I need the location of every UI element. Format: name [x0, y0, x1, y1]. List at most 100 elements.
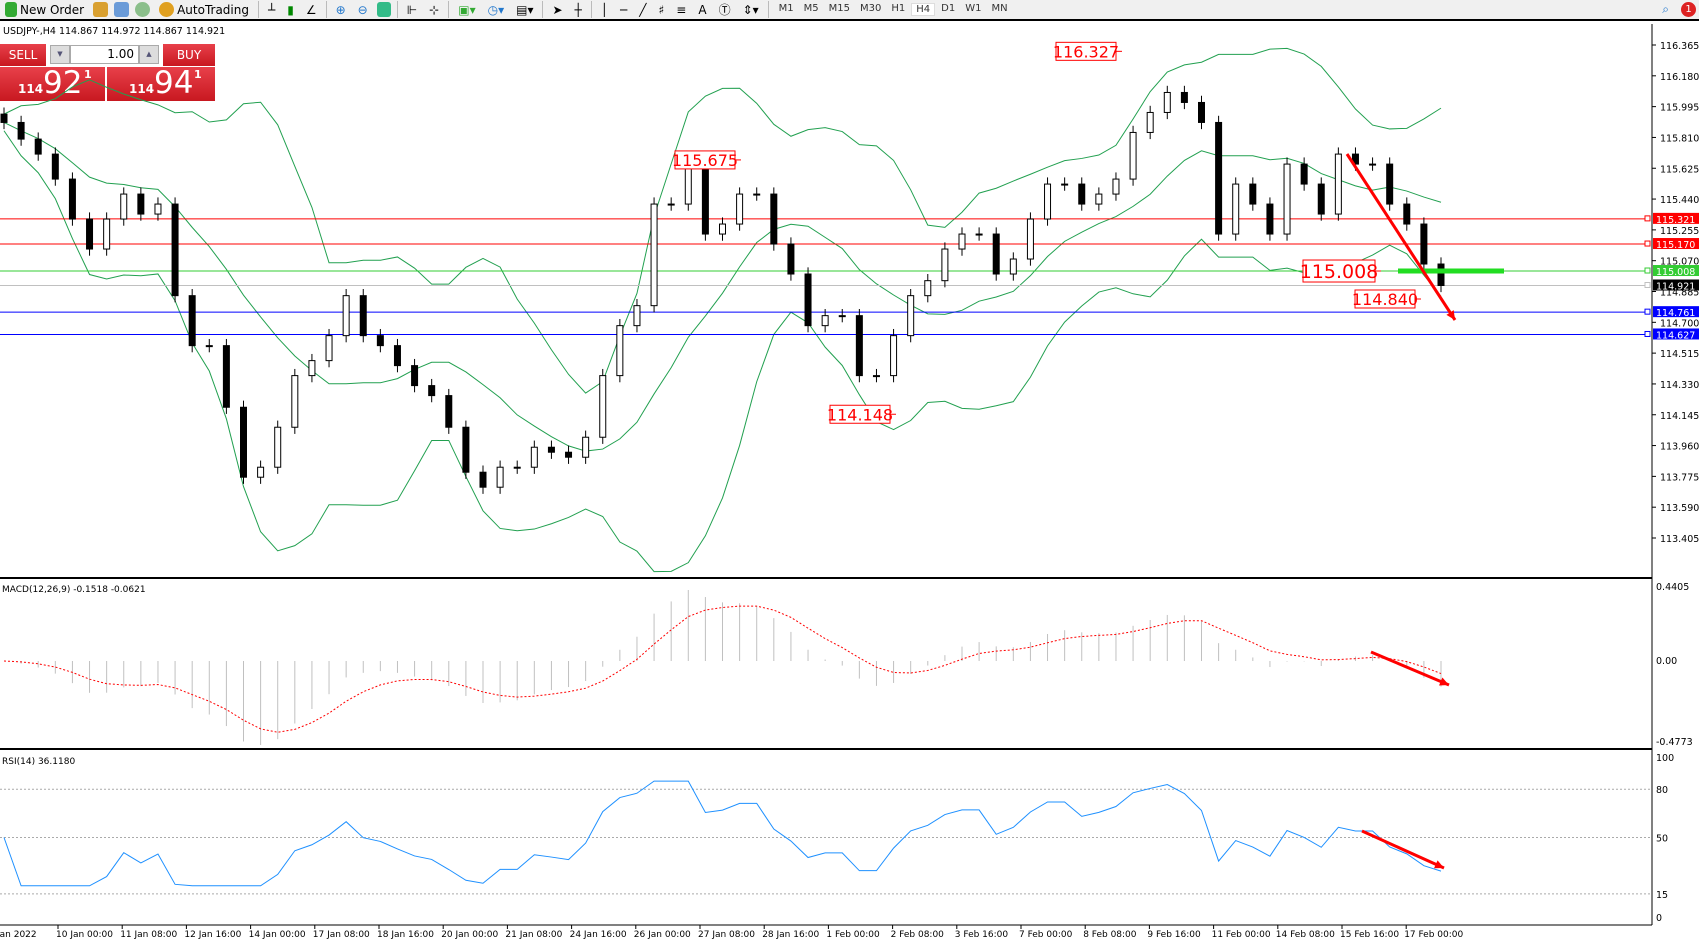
candle-body	[120, 193, 128, 220]
candle-chart-button[interactable]: ▮	[287, 2, 294, 17]
notification-badge[interactable]: 1	[1678, 0, 1699, 19]
bollinger-middle-band	[3, 121, 1442, 452]
sell-price[interactable]: 114 92 1	[0, 65, 105, 101]
level-handle	[1644, 330, 1651, 337]
new-order-button[interactable]: New Order	[2, 0, 87, 19]
arrows-icon[interactable]: ⇕▾	[742, 2, 759, 17]
price-tick-label: 116.365	[1660, 41, 1699, 52]
chart-shift-icon[interactable]: ⊹	[429, 2, 440, 17]
level-price-label: 115.321	[1656, 215, 1695, 226]
candle-body	[188, 295, 196, 347]
level-handle	[1644, 308, 1651, 315]
time-tick-label: 8 Feb 08:00	[1083, 930, 1137, 940]
level-price-tag	[1653, 265, 1699, 277]
candle-body	[154, 203, 162, 215]
cursor-icon[interactable]: ➤	[552, 2, 563, 17]
timeframe-d1[interactable]: D1	[941, 3, 956, 14]
macd-tick-label: 0.00	[1656, 656, 1677, 667]
price-tick-label: 115.255	[1660, 226, 1699, 237]
timeframe-m5[interactable]: M5	[803, 3, 819, 14]
time-tick-label: 20 Jan 00:00	[441, 930, 498, 940]
candle-body	[291, 375, 299, 428]
rsi-down-arrow-icon	[1361, 829, 1445, 870]
lot-size-input[interactable]: 1.00	[70, 45, 139, 64]
candle-body	[171, 203, 179, 297]
lot-decrease-button[interactable]: ▼	[50, 45, 70, 64]
lot-increase-button[interactable]: ▲	[139, 45, 159, 64]
navigator-icon[interactable]	[114, 2, 130, 17]
level-price-label: 115.008	[1656, 267, 1695, 278]
separator	[542, 1, 544, 18]
candle-body	[582, 436, 590, 458]
candle-body	[479, 471, 487, 488]
crosshair-icon[interactable]: ┼	[574, 2, 582, 17]
time-tick-label: 3 Feb 16:00	[955, 930, 1009, 940]
text-label-icon[interactable]: Ⓣ	[718, 3, 731, 17]
autoscroll-icon[interactable]: ⊩	[406, 2, 418, 17]
sell-button[interactable]: SELL	[0, 44, 46, 66]
timeframe-w1[interactable]: W1	[965, 3, 982, 14]
timeframe-h4[interactable]: H4	[911, 3, 936, 16]
price-tick-label: 115.440	[1660, 195, 1699, 206]
text-tool-button[interactable]: A	[698, 2, 707, 17]
time-tick-label: 7 Feb 00:00	[1019, 930, 1073, 940]
zoom-in-icon[interactable]: ⊕	[335, 2, 346, 17]
candle-body	[462, 426, 470, 473]
price-tick-label: 114.700	[1660, 318, 1699, 329]
candle-body	[633, 305, 641, 327]
time-tick-label: 14 Jan 00:00	[249, 930, 306, 940]
macd-down-arrow-icon	[1370, 650, 1450, 687]
candle-body	[821, 315, 829, 327]
candle-body	[1095, 193, 1103, 205]
indicators-button[interactable]: ▣▾	[458, 2, 476, 17]
rsi-down-arrow-icon-head	[1434, 860, 1444, 869]
buy-button[interactable]: BUY	[163, 44, 215, 66]
time-tick-label: 10 Jan 00:00	[56, 930, 113, 940]
vertical-line-icon[interactable]: │	[600, 2, 609, 17]
price-tick-label: 114.330	[1660, 380, 1699, 391]
tile-windows-icon[interactable]	[376, 2, 391, 17]
candle-body	[240, 406, 247, 478]
horizontal-line-icon[interactable]: ─	[620, 2, 628, 17]
bar-chart-button[interactable]: ┴	[267, 2, 276, 17]
timeframe-mn[interactable]: MN	[991, 3, 1008, 14]
one-click-trading-panel: SELL ▼ 1.00 ▲ BUY 114 92 1 114 94 1	[0, 43, 215, 101]
fibonacci-icon[interactable]: ≡	[676, 2, 687, 17]
candle-body	[650, 203, 658, 307]
timeframe-m30[interactable]: M30	[860, 3, 882, 14]
templates-button[interactable]: ▤▾	[516, 2, 534, 17]
price-down-arrow-icon	[1345, 153, 1457, 321]
candle-body	[736, 193, 744, 225]
line-chart-button[interactable]: ∠	[305, 2, 317, 17]
time-tick-label: 1 Feb 00:00	[826, 930, 880, 940]
macd-tick-label: -0.4773	[1656, 737, 1693, 748]
search-icon[interactable]: ⌕	[1662, 2, 1669, 16]
autotrading-button[interactable]: AutoTrading	[156, 0, 252, 19]
price-tick-label: 115.810	[1660, 133, 1699, 144]
timeframe-h1[interactable]: H1	[891, 3, 906, 14]
candle-body	[325, 335, 333, 362]
candle-body	[0, 113, 8, 123]
toolbar: New Order AutoTrading ┴ ▮ ∠ ⊕ ⊖ ⊩ ⊹ ▣▾ ◷…	[0, 0, 1699, 21]
autotrading-icon	[159, 2, 175, 17]
price-annotation: 114.148	[827, 405, 893, 424]
price-tick-label: 114.885	[1660, 288, 1699, 299]
price-annotation: 115.675	[672, 151, 738, 170]
level-price-tag	[1653, 279, 1699, 291]
timeframe-m1[interactable]: M1	[778, 3, 794, 14]
candle-body	[565, 451, 573, 458]
candle-body	[1437, 263, 1445, 287]
market-watch-icon[interactable]	[93, 2, 109, 17]
trendline-icon[interactable]: ╱	[639, 2, 647, 17]
buy-price[interactable]: 114 94 1	[107, 65, 215, 101]
timeframe-m15[interactable]: M15	[828, 3, 851, 14]
periods-button[interactable]: ◷▾	[487, 2, 505, 17]
time-tick-label: 17 Jan 08:00	[313, 930, 370, 940]
signals-icon[interactable]	[135, 2, 151, 17]
rsi-line	[3, 780, 1442, 887]
zoom-out-icon[interactable]: ⊖	[357, 2, 368, 17]
equidistant-channel-icon[interactable]: ♯	[658, 2, 665, 17]
candle-body	[411, 365, 419, 387]
candle-body	[1317, 183, 1325, 215]
